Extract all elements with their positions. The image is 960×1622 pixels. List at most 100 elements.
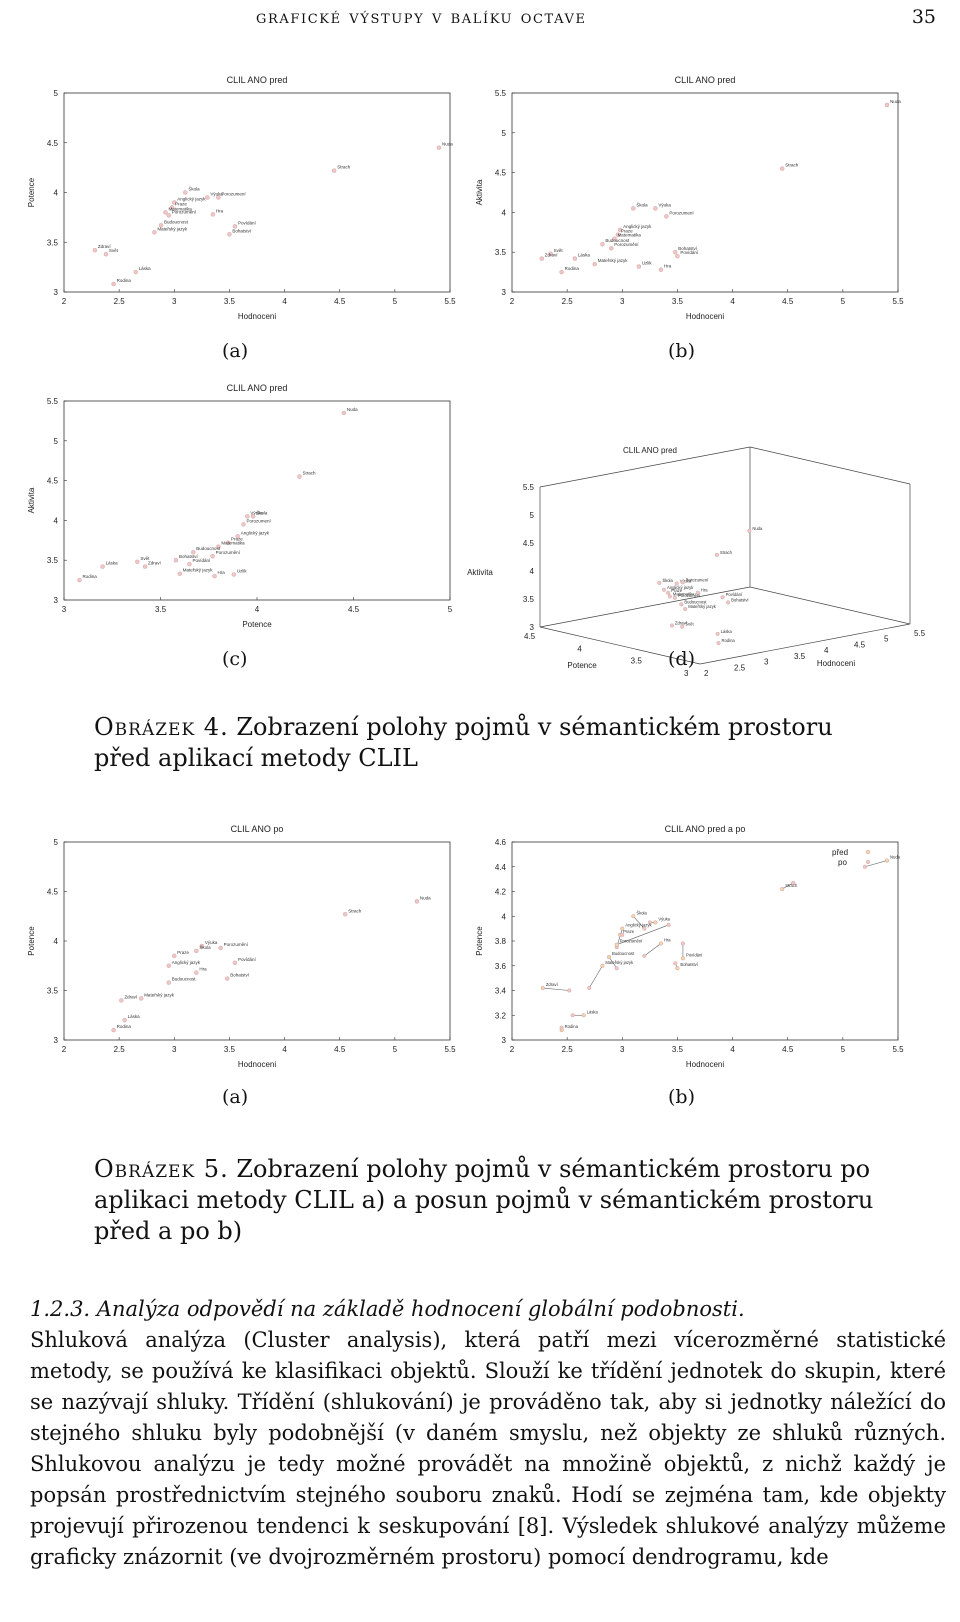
point-label: Bohatství [731, 597, 749, 602]
point-label: Svět [140, 556, 150, 561]
x-tick-label: 5 [884, 635, 889, 644]
y-tick-label: 4.5 [495, 169, 507, 178]
y-tick-label: 4.5 [47, 477, 59, 486]
point-label: Anglický jazyk [667, 585, 694, 590]
legend-marker-before [865, 849, 871, 855]
chart-title: CLIL ANO pred [227, 383, 288, 393]
point-label: Rodina [117, 278, 132, 283]
y-tick-label: 5 [54, 437, 59, 446]
data-point [216, 544, 221, 549]
shift-arrow [608, 956, 618, 969]
point-label: Výuka [210, 191, 223, 196]
shift-arrow [864, 860, 888, 868]
point-label: Láska [128, 1014, 141, 1019]
data-point [232, 224, 238, 229]
data-point-after [862, 864, 867, 869]
z-tick-label: 5 [530, 511, 535, 520]
data-point-before [620, 926, 625, 931]
legend-marker-after [865, 859, 871, 865]
x-tick-label: 2 [704, 669, 709, 678]
point-label: Mateřský jazyk [598, 258, 629, 263]
z-tick-label: 4 [530, 567, 535, 576]
data-point [683, 606, 688, 612]
y-tick-label: 4 [577, 644, 582, 653]
point-label: Mateřský jazyk [157, 226, 188, 231]
x-tick-label: 5.5 [444, 1045, 456, 1054]
x-tick-label: 3.5 [672, 1045, 684, 1054]
point-label: Láska [587, 1009, 599, 1014]
running-head: grafické výstupy v balíku octave 35 [0, 4, 960, 30]
z-axis-label: Aktivita [467, 568, 493, 577]
data-point [111, 1027, 116, 1033]
shift-arrow [616, 924, 669, 945]
data-point [617, 227, 623, 233]
point-label: Bohatství [179, 554, 199, 559]
data-point [166, 213, 172, 218]
x-tick-label: 4 [824, 646, 829, 655]
data-point-before [581, 1013, 586, 1018]
point-label: Láska [578, 253, 591, 258]
data-point [163, 210, 168, 215]
point-label: Matematika [221, 541, 245, 546]
subcaption-4c: (c) [222, 648, 248, 670]
point-label: Anglický jazyk [625, 923, 652, 928]
point-label: Budoucnost [612, 951, 635, 956]
data-point [191, 549, 196, 555]
x-tick-label: 3.5 [155, 605, 167, 614]
x-tick-label: 4 [282, 297, 287, 306]
box-edge [749, 586, 911, 625]
point-label: Porozumění [172, 209, 197, 214]
point-label: Mateřský jazyk [183, 568, 214, 573]
y-tick-label: 3.5 [495, 248, 507, 257]
z-tick-label: 3.5 [523, 595, 535, 604]
data-point-after [642, 953, 647, 958]
x-tick-label: 2 [62, 297, 67, 306]
x-tick-label: 4.5 [334, 1045, 346, 1054]
y-tick-label: 3 [684, 669, 689, 678]
data-point-after [587, 985, 592, 991]
point-label: Povídání [686, 952, 703, 957]
y-tick-label: 3 [502, 288, 507, 297]
figure-4-caption: Obrázek 4. Zobrazení polohy pojmů v séma… [94, 712, 894, 774]
x-tick-label: 2.5 [114, 297, 126, 306]
x-tick-label: 4.5 [348, 605, 360, 614]
point-label: Anglický jazyk [177, 196, 206, 201]
data-point [231, 572, 237, 577]
data-point-after [666, 922, 671, 927]
point-label: Strach [302, 471, 316, 476]
point-label: Bohatství [680, 962, 698, 967]
point-label: Praze [671, 588, 683, 593]
data-point [414, 899, 420, 904]
point-label: Zdraví [98, 244, 112, 249]
x-axis-label: Potence [242, 620, 272, 629]
x-tick-label: 4 [255, 605, 260, 614]
data-point [92, 247, 98, 253]
data-point [666, 590, 671, 595]
point-label: Anglický jazyk [241, 530, 270, 535]
point-label: Povídání [238, 220, 257, 225]
plot-frame [511, 841, 899, 1041]
x-tick-label: 4.5 [782, 1045, 794, 1054]
data-point-before [607, 955, 612, 960]
y-axis-label: Potence [475, 926, 484, 956]
data-point-before [631, 914, 636, 919]
x-axis-label: Hodnoceni [817, 659, 855, 668]
data-point-before [540, 985, 545, 991]
data-point [232, 960, 238, 966]
point-label: Láska [139, 266, 152, 271]
data-point [539, 256, 545, 261]
point-label: Budoucnost [605, 238, 630, 243]
data-point [133, 269, 138, 275]
point-label: Hra [664, 937, 671, 942]
data-point-after [559, 1025, 564, 1030]
y-tick-label: 5 [54, 89, 59, 98]
data-point [436, 145, 442, 150]
data-point [559, 269, 564, 275]
legend-label: po [838, 858, 847, 867]
data-point [77, 577, 82, 583]
data-point [715, 631, 720, 636]
data-point [241, 522, 246, 527]
shift-arrow [782, 882, 794, 890]
caption-text: Zobrazení polohy pojmů v sémantickém pro… [94, 1155, 874, 1245]
y-tick-label: 4.2 [495, 888, 507, 897]
